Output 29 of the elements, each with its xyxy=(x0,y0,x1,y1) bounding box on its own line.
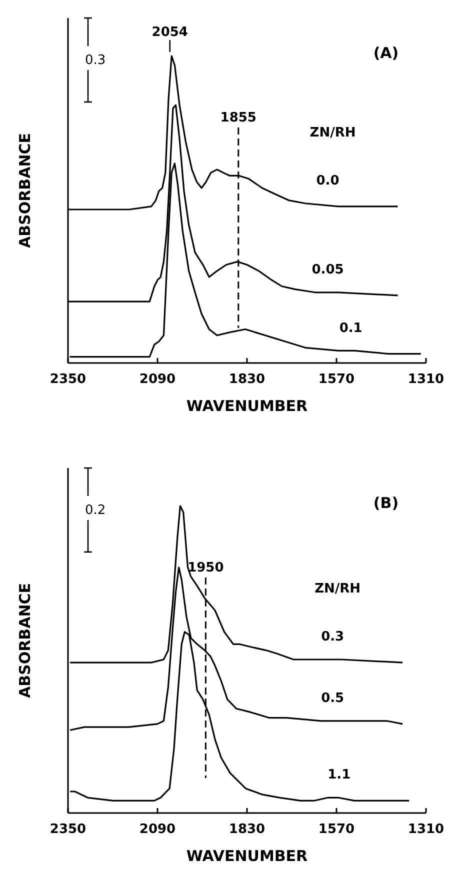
x-tick-label: 1310 xyxy=(408,372,444,387)
y-axis-title: ABSORBANCE xyxy=(16,583,34,698)
legend-title: ZN/RH xyxy=(314,582,361,597)
annotation: 2054 xyxy=(152,25,188,40)
series-label: 0.5 xyxy=(321,690,344,706)
x-tick-label: 1830 xyxy=(228,372,266,387)
series-label: 1.1 xyxy=(328,768,351,783)
y-axis-title: ABSORBANCE xyxy=(16,133,34,248)
x-tick-label: 1310 xyxy=(408,822,444,837)
x-tick-label: 2090 xyxy=(139,372,176,387)
x-tick-label: 1830 xyxy=(228,822,266,837)
annotation: 0.3 xyxy=(85,53,106,68)
ref-line-label: 1855 xyxy=(220,110,256,126)
annotation: 0.2 xyxy=(85,503,106,518)
legend-title: ZN/RH xyxy=(310,125,356,140)
annotation: (A) xyxy=(373,44,399,62)
annotation: (B) xyxy=(373,494,399,512)
ref-line-label: 1950 xyxy=(188,560,224,576)
x-axis-title: WAVENUMBER xyxy=(186,397,308,415)
series-label: 0.1 xyxy=(339,320,362,336)
x-tick-label: 2090 xyxy=(139,822,176,837)
series-label: 0.0 xyxy=(316,173,340,188)
x-tick-label: 2350 xyxy=(50,372,86,387)
series-label: 0.3 xyxy=(321,630,344,645)
series-label: 0.05 xyxy=(312,262,344,278)
x-tick-label: 1570 xyxy=(318,372,355,387)
x-axis-title: WAVENUMBER xyxy=(186,847,308,865)
x-tick-label: 1570 xyxy=(318,822,355,837)
x-tick-label: 2350 xyxy=(50,822,86,837)
